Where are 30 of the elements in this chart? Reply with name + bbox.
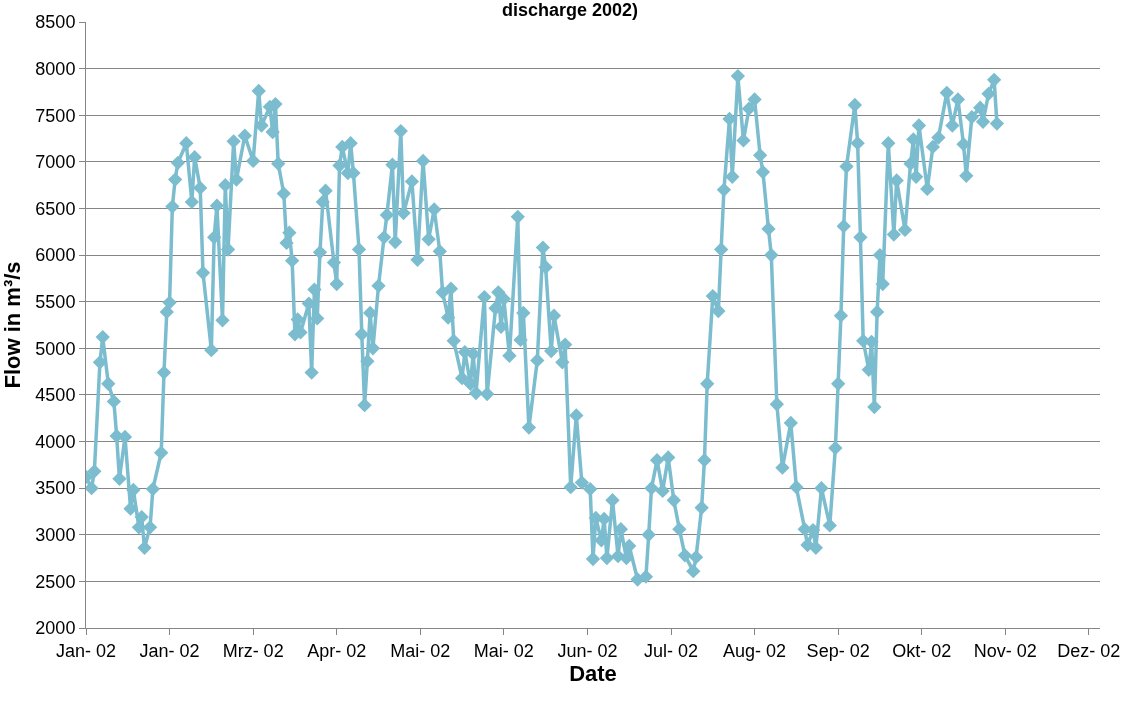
y-tick-label: 5000 — [35, 338, 76, 359]
x-tick-label: Jun- 02 — [557, 640, 618, 661]
y-tick-label: 4500 — [35, 385, 76, 406]
x-tick-label: Apr- 02 — [307, 640, 367, 661]
y-tick-label: 5500 — [35, 291, 76, 312]
x-tick-label: Okt- 02 — [892, 640, 952, 661]
x-tick-label: Mai- 02 — [390, 640, 451, 661]
y-tick-label: 2500 — [35, 571, 76, 592]
x-tick-label: Jan- 02 — [139, 640, 200, 661]
y-tick-label: 8000 — [35, 58, 76, 79]
x-tick-label: Dez- 02 — [1057, 640, 1121, 661]
y-tick-label: 3000 — [35, 525, 76, 546]
x-axis-title: Date — [569, 660, 617, 686]
y-axis-title: Flow in m³/s — [0, 261, 26, 389]
chart-title: discharge 2002) — [501, 0, 639, 21]
x-tick-label: Jan- 02 — [55, 640, 117, 661]
y-tick-label: 3500 — [35, 478, 76, 499]
x-tick-label: Aug- 02 — [723, 640, 787, 661]
x-tick-label: Mrz- 02 — [222, 640, 284, 661]
x-tick-label: Mai- 02 — [473, 640, 534, 661]
y-tick-label: 4000 — [35, 431, 76, 452]
y-tick-label: 2000 — [35, 618, 76, 639]
y-tick-label: 7500 — [35, 105, 76, 126]
x-tick-label: Jul- 02 — [643, 640, 699, 661]
x-tick-label: Sep- 02 — [806, 640, 870, 661]
y-tick-label: 7000 — [35, 152, 76, 173]
y-tick-label: 8500 — [35, 12, 76, 33]
y-tick-label: 6500 — [35, 198, 76, 219]
x-tick-label: Nov- 02 — [973, 640, 1037, 661]
y-tick-label: 6000 — [35, 245, 76, 266]
